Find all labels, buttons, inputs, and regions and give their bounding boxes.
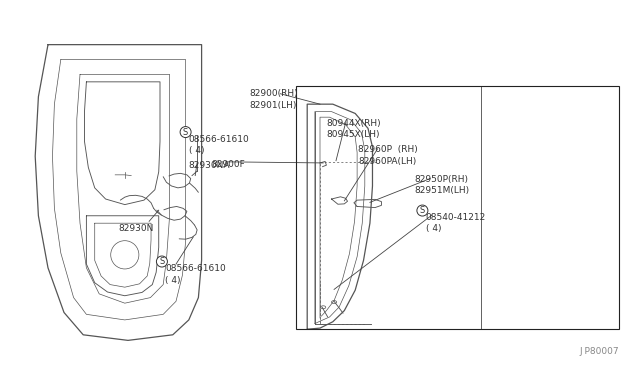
Text: 80944X(RH)
80945X(LH): 80944X(RH) 80945X(LH): [326, 119, 381, 140]
Text: 08566-61610
( 4): 08566-61610 ( 4): [189, 135, 250, 155]
Text: S: S: [159, 257, 164, 266]
Text: 82900F: 82900F: [211, 160, 245, 169]
Text: S: S: [183, 128, 188, 137]
Text: 08566-61610
( 4): 08566-61610 ( 4): [165, 264, 226, 285]
Text: J P80007: J P80007: [580, 347, 620, 356]
Text: 82930NA: 82930NA: [189, 161, 230, 170]
Text: 82950P(RH)
82951M(LH): 82950P(RH) 82951M(LH): [415, 175, 470, 195]
Bar: [296, 86, 619, 329]
Text: 82900(RH)
82901(LH): 82900(RH) 82901(LH): [250, 89, 298, 110]
Text: 82960P  (RH)
82960PA(LH): 82960P (RH) 82960PA(LH): [358, 145, 418, 166]
Text: S: S: [420, 206, 425, 215]
Text: 82930N: 82930N: [118, 224, 154, 233]
Text: 08540-41212
( 4): 08540-41212 ( 4): [426, 213, 486, 233]
